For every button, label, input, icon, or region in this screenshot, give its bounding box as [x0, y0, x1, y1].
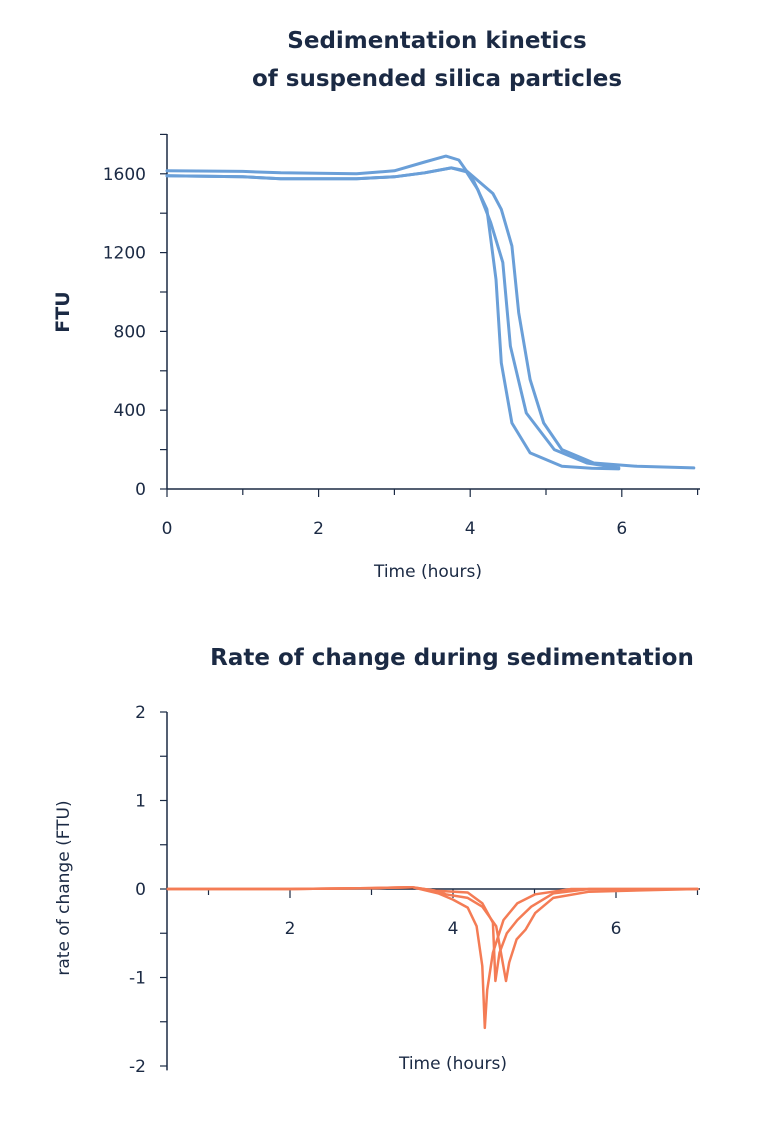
chart1-y-tick-label: 400 — [114, 401, 146, 421]
chart2-x-tick-label: 2 — [285, 919, 296, 939]
chart1-y-tick-label: 0 — [135, 480, 146, 500]
chart1-title-line2: of suspended silica particles — [252, 66, 622, 92]
chart2-x-tick-label: 6 — [611, 919, 622, 939]
chart1-x-tick-label: 6 — [616, 519, 627, 539]
chart1-x-tick-label: 2 — [313, 519, 324, 539]
chart1-plot: 0 400 800 1200 1600 0 2 4 6 — [103, 133, 700, 539]
chart1-series-2 — [165, 166, 621, 470]
chart1-series-3 — [165, 166, 696, 470]
chart1-ylabel: FTU — [52, 291, 74, 332]
chart1-series-1 — [165, 154, 621, 471]
chart1-y-tick-label: 800 — [114, 322, 146, 342]
chart1-xlabel: Time (hours) — [373, 562, 482, 582]
chart2-xlabel: Time (hours) — [398, 1054, 507, 1074]
chart2-ylabel: rate of change (FTU) — [54, 800, 74, 975]
chart2-series-3 — [166, 885, 699, 983]
chart1-y-tick-label: 1600 — [103, 165, 146, 185]
chart2-y-tick-label: -1 — [129, 969, 146, 989]
chart2-y-tick-label: -2 — [129, 1057, 146, 1077]
chart2-plot: -2 -1 0 1 2 2 4 6 — [129, 703, 700, 1077]
chart2-y-tick-label: 0 — [135, 880, 146, 900]
chart1-y-tick-label: 1200 — [103, 244, 146, 264]
chart2-title: Rate of change during sedimentation — [210, 645, 694, 671]
chart1-title-line1: Sedimentation kinetics — [287, 28, 586, 54]
chart2-series-1 — [166, 885, 699, 1030]
chart1-x-tick-label: 4 — [465, 519, 476, 539]
chart1-x-tick-label: 0 — [162, 519, 173, 539]
chart2-y-tick-label: 2 — [135, 703, 146, 723]
chart2-x-tick-label: 4 — [448, 919, 459, 939]
chart2-y-tick-label: 1 — [135, 792, 146, 812]
